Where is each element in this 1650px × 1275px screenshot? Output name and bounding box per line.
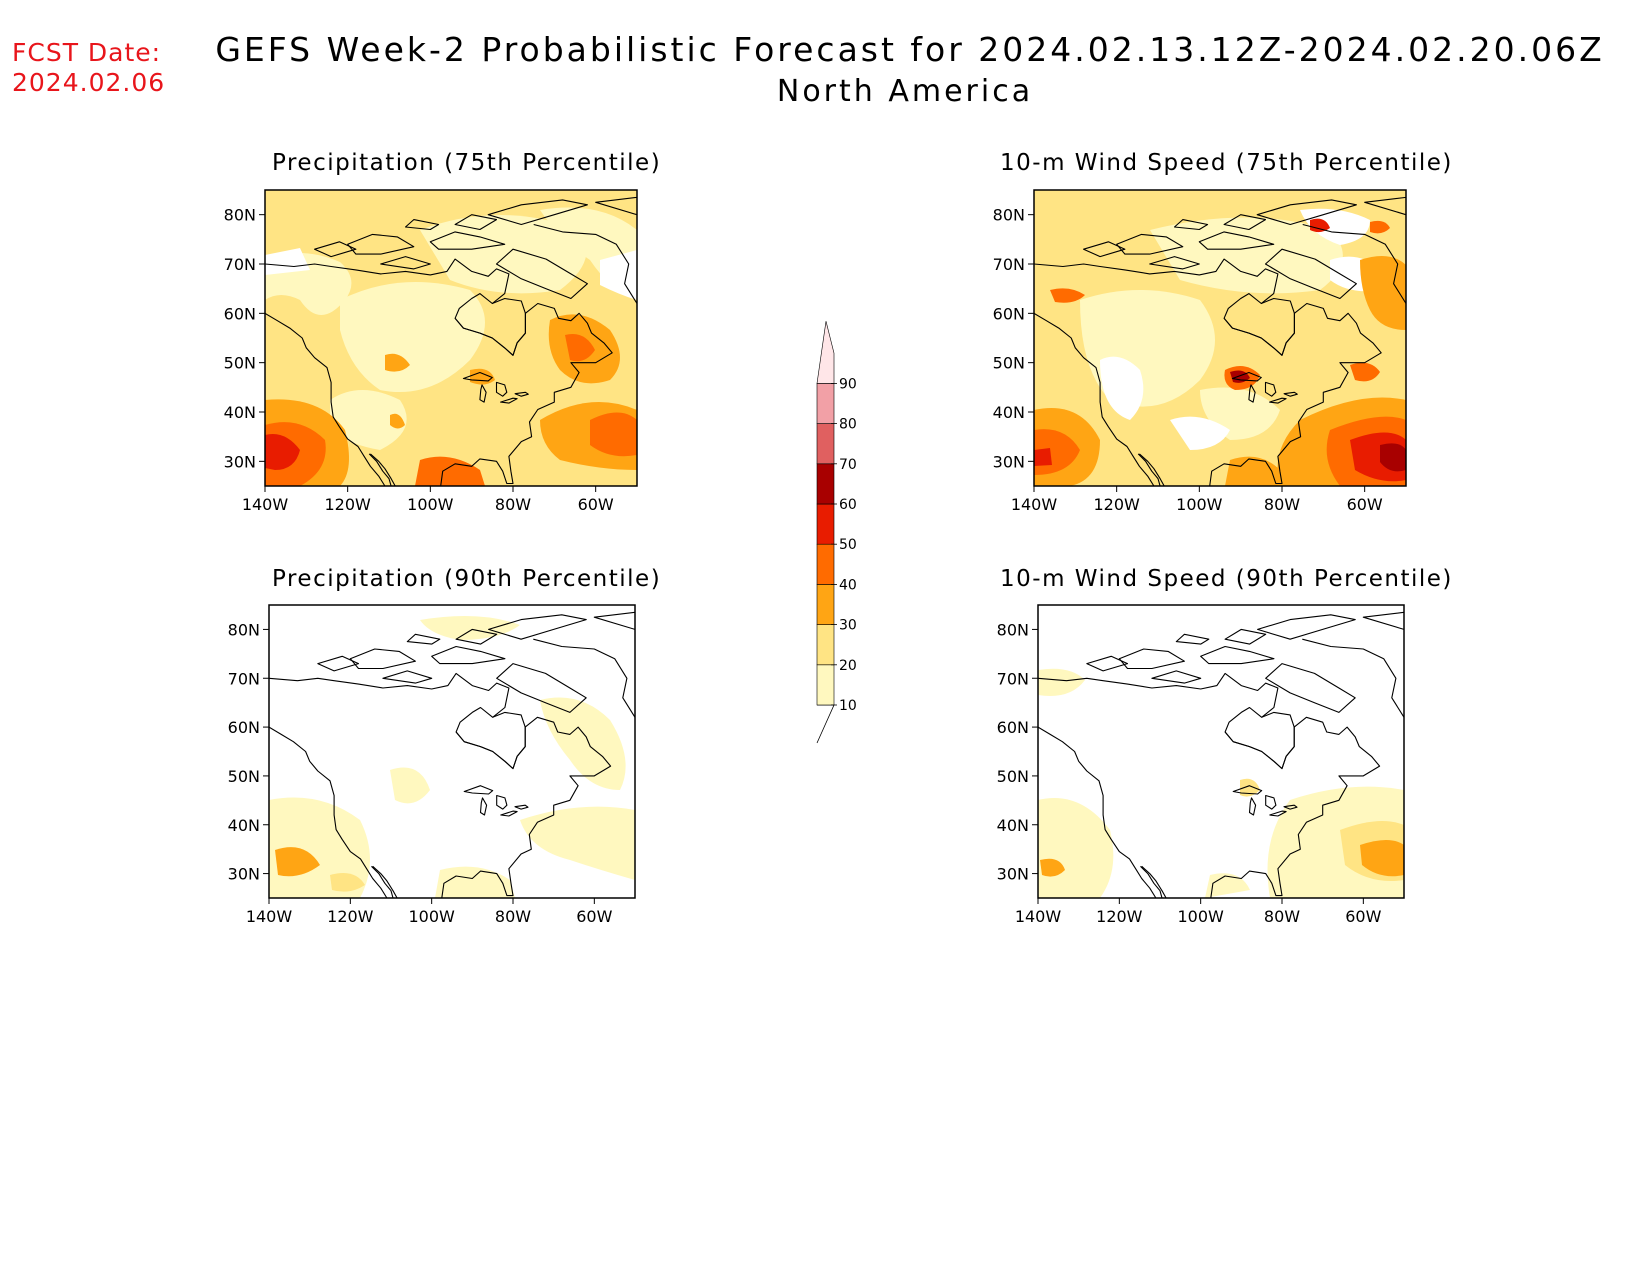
colorbar-tick-label: 70 — [839, 457, 857, 473]
lon-tick-label: 100W — [407, 495, 454, 514]
figure-subtitle: North America — [776, 74, 1034, 109]
colorbar-swatch — [816, 503, 835, 545]
lon-tick-label: 140W — [1011, 495, 1058, 514]
lat-tick-label: 60N — [993, 304, 1025, 323]
colorbar-tick-label: 40 — [839, 577, 857, 593]
colorbar-swatch — [816, 423, 835, 465]
map-frame — [1033, 189, 1407, 487]
lat-tick-label: 70N — [228, 669, 260, 688]
lat-tick-label: 30N — [228, 865, 260, 884]
lon-tick-label: 100W — [1176, 495, 1223, 514]
lat-tick-label: 70N — [224, 255, 256, 274]
colorbar-over-triangle — [816, 321, 835, 384]
figure-title-main: GEFS Week-2 Probabilistic Forecast for 2… — [215, 30, 1605, 69]
lat-tick-label: 60N — [224, 304, 256, 323]
colorbar-under-triangle — [816, 704, 835, 744]
colorbar-swatch — [816, 463, 835, 505]
lat-tick-label: 50N — [224, 354, 256, 373]
colorbar-tick-label: 10 — [839, 698, 857, 714]
colorbar-tick-label: 90 — [839, 376, 857, 392]
lat-tick-label: 50N — [993, 354, 1025, 373]
lat-tick-label: 60N — [997, 718, 1029, 737]
lon-tick-label: 120W — [1096, 907, 1143, 926]
colorbar-swatch — [816, 383, 835, 424]
lat-tick-label: 40N — [228, 816, 260, 835]
map-panel-wind75 — [1034, 190, 1406, 486]
map-panel-wind90 — [1038, 605, 1404, 898]
map-overlay-wind90: 80N 70N 60N 50N 40N 30N 140W 120W 100W 80W 60W — [997, 604, 1405, 926]
lon-tick-label: 60W — [576, 907, 612, 926]
panel-title-precip75: Precipitation (75th Percentile) — [272, 150, 662, 176]
map-frame — [264, 189, 638, 487]
panel-title-precip90: Precipitation (90th Percentile) — [272, 566, 662, 592]
lon-tick-label: 100W — [408, 907, 455, 926]
lat-tick-label: 60N — [228, 718, 260, 737]
lat-tick-label: 30N — [997, 865, 1029, 884]
lon-tick-label: 60W — [1345, 907, 1381, 926]
lon-tick-label: 80W — [1264, 907, 1300, 926]
colorbar-tick-label: 60 — [839, 497, 857, 513]
coastline — [265, 196, 637, 486]
colorbar: 10 20 30 40 50 60 70 80 90 — [816, 321, 857, 744]
map-panel-precip75 — [265, 190, 637, 486]
map-overlay-precip75: 80N 70N 60N 50N 40N 30N 140W 120W 100W 80W 60W — [224, 189, 638, 514]
lat-tick-label: 40N — [224, 403, 256, 422]
colorbar-swatch — [816, 624, 835, 666]
lon-tick-label: 140W — [242, 495, 289, 514]
lat-tick-label: 80N — [228, 620, 260, 639]
colorbar-tick-label: 30 — [839, 618, 857, 634]
lon-tick-label: 120W — [327, 907, 374, 926]
lat-tick-label: 80N — [224, 206, 256, 225]
map-overlay-wind75: 80N 70N 60N 50N 40N 30N 140W 120W 100W 80W 60W — [993, 189, 1407, 514]
lon-tick-label: 80W — [495, 907, 531, 926]
lon-tick-label: 120W — [324, 495, 371, 514]
lat-tick-label: 40N — [997, 816, 1029, 835]
lon-tick-label: 120W — [1093, 495, 1140, 514]
forecast-date-block: FCST Date: 2024.02.06 — [12, 38, 165, 98]
lon-tick-label: 140W — [1015, 907, 1062, 926]
lat-tick-label: 80N — [993, 206, 1025, 225]
colorbar-swatch — [816, 664, 835, 706]
lat-tick-label: 70N — [993, 255, 1025, 274]
panel-title-wind75: 10-m Wind Speed (75th Percentile) — [1000, 150, 1453, 176]
colorbar-swatch — [816, 584, 835, 625]
forecast-date-value: 2024.02.06 — [12, 68, 166, 97]
lon-tick-label: 60W — [1347, 495, 1383, 514]
map-panel-precip90 — [269, 605, 635, 898]
colorbar-tick-label: 80 — [839, 417, 857, 433]
map-frame — [268, 604, 636, 899]
lon-tick-label: 100W — [1177, 907, 1224, 926]
panel-title-wind90: 10-m Wind Speed (90th Percentile) — [1000, 566, 1453, 592]
coastline — [1034, 196, 1406, 486]
figure-title: GEFS Week-2 Probabilistic Forecast for 2… — [0, 30, 1650, 109]
colorbar-tick-label: 20 — [839, 658, 857, 674]
lat-tick-label: 30N — [224, 452, 256, 471]
lat-tick-label: 30N — [993, 452, 1025, 471]
lon-tick-label: 140W — [246, 907, 293, 926]
lat-tick-label: 40N — [993, 403, 1025, 422]
lat-tick-label: 50N — [228, 767, 260, 786]
forecast-date-label: FCST Date: — [12, 38, 162, 67]
map-frame — [1037, 604, 1405, 899]
lat-tick-label: 70N — [997, 669, 1029, 688]
colorbar-tick-label: 50 — [839, 537, 857, 553]
lat-tick-label: 50N — [997, 767, 1029, 786]
lon-tick-label: 60W — [578, 495, 614, 514]
coastline — [1038, 611, 1404, 898]
coastline — [269, 611, 635, 898]
lat-tick-label: 80N — [997, 620, 1029, 639]
lon-tick-label: 80W — [1264, 495, 1300, 514]
map-overlay-precip90: 80N 70N 60N 50N 40N 30N 140W 120W 100W 80W 60W — [228, 604, 636, 926]
colorbar-swatch — [816, 543, 835, 585]
lon-tick-label: 80W — [495, 495, 531, 514]
